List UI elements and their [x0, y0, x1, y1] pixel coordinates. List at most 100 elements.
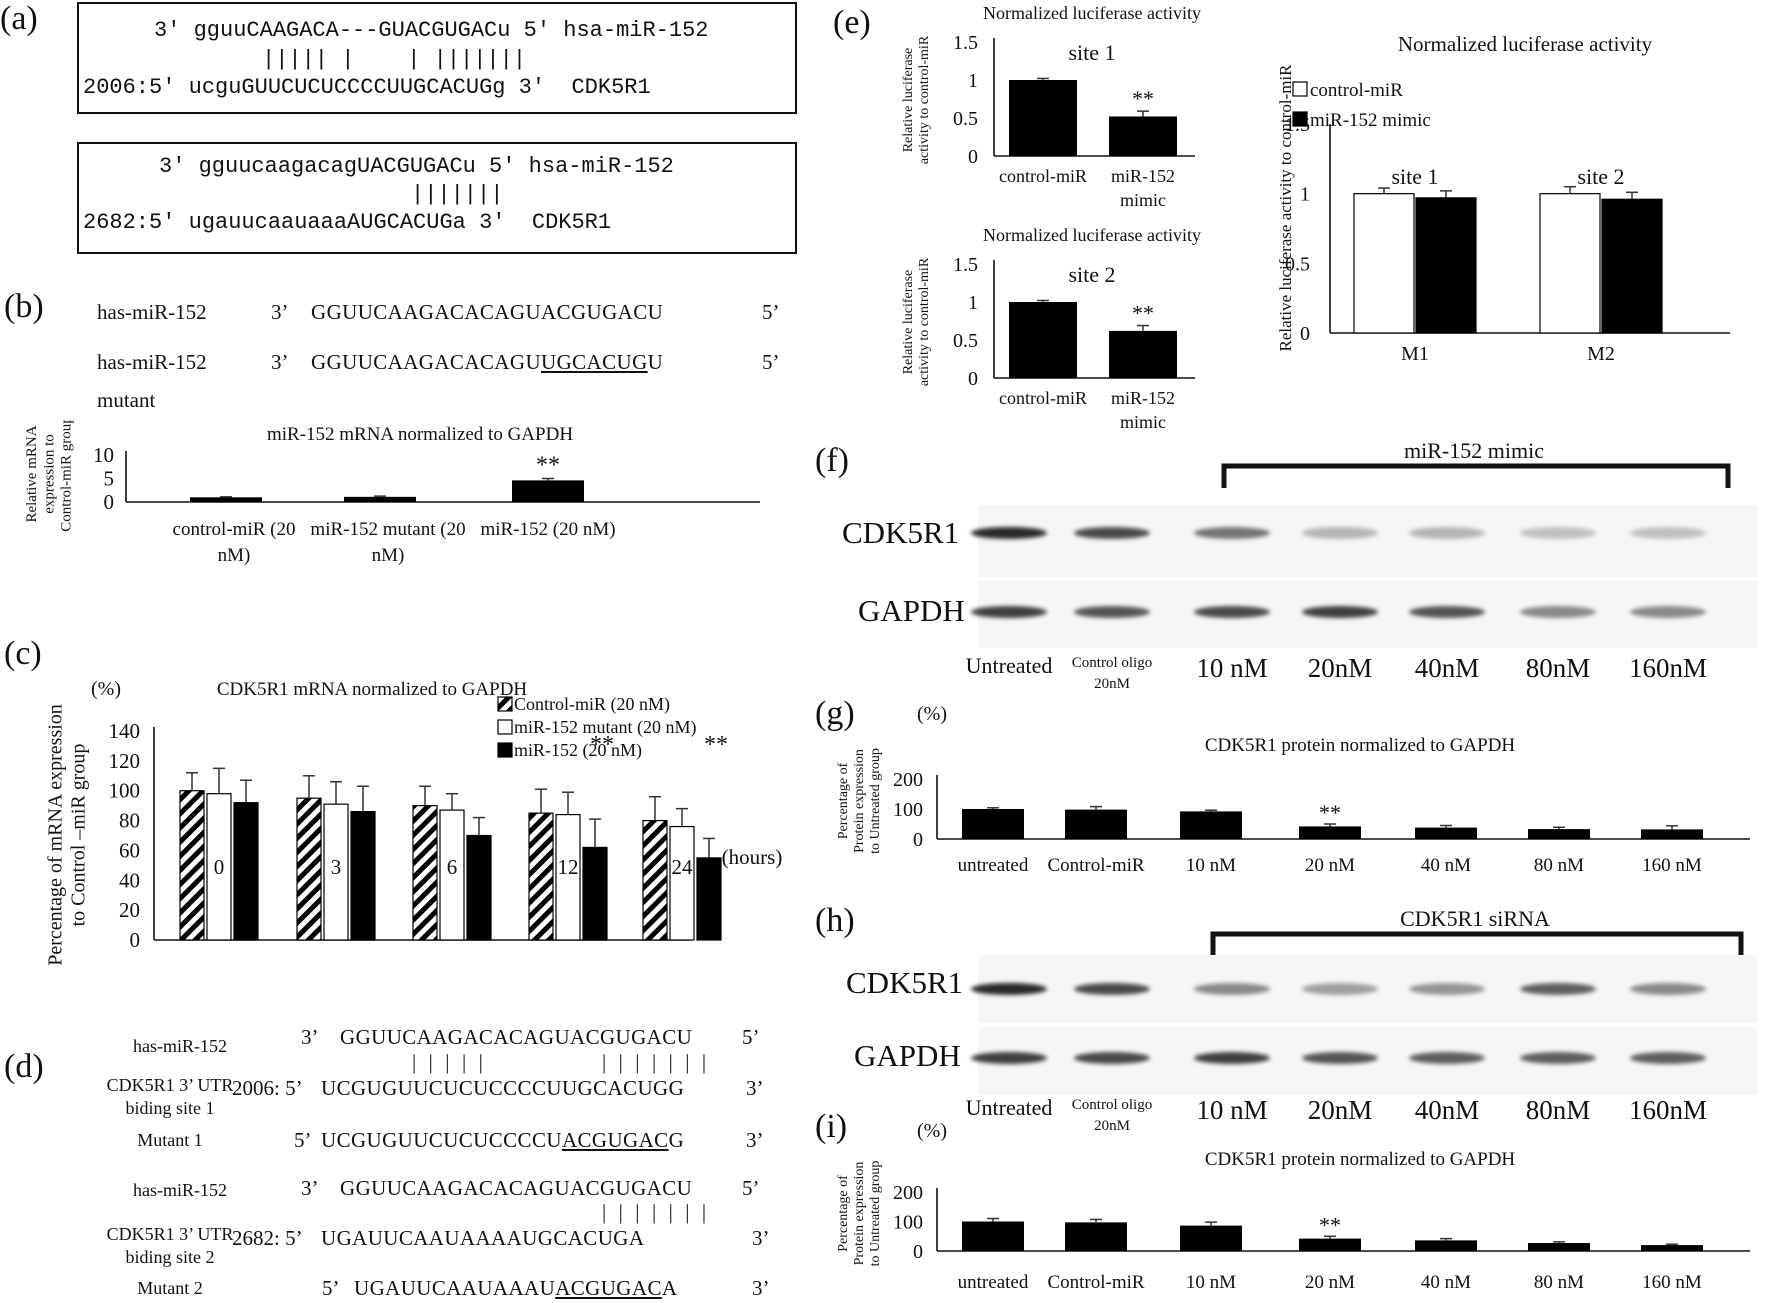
y-axis-label-line: to Control –miR group [68, 744, 90, 927]
chart-e2: Normalized luciferase activity site 2 0 0.5… [901, 225, 1201, 432]
y-axis-label-line: Relative luciferase [901, 270, 916, 375]
seq-mutant: UGAUUCAAUAAAUACGUGACA [354, 1276, 677, 1301]
x-tick-label: 80 nM [1534, 1272, 1584, 1293]
legend-label: control-miR [1310, 80, 1403, 101]
legend-swatch [497, 742, 513, 758]
y-axis-label-line: Control-miR group [59, 420, 75, 532]
chart-subtitle: site 1 [1068, 40, 1115, 65]
seq-end-3: 3’ [746, 1128, 764, 1152]
bar [439, 809, 465, 941]
x-unit-label: (hours) [722, 845, 783, 869]
blot-band-gapdh [1194, 606, 1270, 618]
y-axis-label: Percentage of Protein expression to Untrea… [836, 748, 883, 854]
y-axis-label-line: Relative mRNA [24, 425, 40, 522]
x-tick-label: nM) [218, 545, 251, 566]
bar [296, 797, 322, 941]
y-tick-label: 1 [968, 70, 978, 92]
blot-lane-label: 160nM [1628, 1095, 1707, 1125]
chart-title: Normalized luciferase activity [983, 225, 1201, 245]
legend-swatch [497, 719, 513, 735]
significance-marker: ** [704, 732, 728, 758]
blot-bracket [1221, 463, 1731, 488]
bar [1109, 116, 1177, 156]
seq-target: UCGUGUUCUCUCCCCUUGCACUGG [321, 1076, 685, 1100]
seq-mirna: GGUUCAAGACACAGUACGUGACU [311, 300, 664, 324]
blot-band-gapdh [1194, 1052, 1270, 1064]
seq-end-3: 3’ [752, 1226, 770, 1250]
seq-end-3: 3’ [752, 1276, 770, 1300]
seq-end-3: 3’ [746, 1076, 764, 1100]
blot-band-cdk5r1 [1409, 983, 1485, 995]
x-tick-label: mimic [1120, 412, 1166, 432]
significance-marker: ** [1132, 301, 1154, 326]
bar [350, 811, 376, 941]
blot-lane-sublabel: 20nM [1094, 1118, 1130, 1134]
bar [528, 812, 554, 941]
legend-label: miR-152 (20 nM) [514, 740, 642, 761]
bar [1180, 1225, 1242, 1251]
seq-part: UGAUUCAAUAAAU [354, 1276, 556, 1300]
blot-band-cdk5r1 [1194, 983, 1270, 995]
seq-end-3: 3’ [301, 1176, 319, 1200]
y-axis-label-line: Percentage of [836, 762, 851, 839]
seq-end-3: 3’ [271, 300, 289, 324]
panel-label-d: (d) [4, 1048, 44, 1085]
bar [1299, 826, 1361, 839]
y-axis-label: Percentage of Protein expression to Untrea… [836, 1161, 883, 1267]
chart-c: CDK5R1 mRNA normalized to GAPDH (%) (hours… [45, 678, 783, 966]
bar [1065, 809, 1127, 839]
y-tick-label: 100 [893, 1212, 923, 1234]
bar [669, 825, 695, 941]
panel-label-f: (f) [815, 442, 849, 479]
x-tick-label: 10 nM [1186, 855, 1236, 876]
seq-name: has-miR-152 [133, 1180, 227, 1200]
y-tick-label: 120 [109, 749, 141, 773]
blot-lane-label: 10 nM [1196, 653, 1268, 683]
significance-marker: ** [1319, 1212, 1341, 1237]
blot-row-label: GAPDH [858, 593, 965, 628]
x-tick-label: control-miR [999, 388, 1087, 408]
seq-prefix: 2682: 5’ [232, 1226, 303, 1250]
panel-label-c: (c) [4, 635, 42, 672]
blot-band-cdk5r1 [971, 527, 1047, 539]
blot-band-gapdh [971, 1052, 1047, 1064]
y-tick-label: 60 [119, 838, 140, 862]
seq-name: has-miR-152 [97, 350, 207, 374]
alignment-box-site-2: 3' gguucaagacagUACGUGACu 5' hsa-miR-152 … [77, 142, 797, 254]
chart-g: CDK5R1 protein normalized to GAPDH (%) 0 10… [836, 703, 1750, 876]
blot-lane-label: Untreated [965, 653, 1053, 678]
seq-part: G [668, 1128, 685, 1152]
blot-lane-label: Untreated [965, 1095, 1053, 1120]
bar [1601, 198, 1663, 334]
seq-part: U [647, 350, 664, 374]
bar [512, 480, 584, 502]
bar [190, 497, 262, 502]
bar [206, 793, 232, 941]
seq-mutant: UCGUGUUCUCUCCCCUACGUGACG [321, 1128, 684, 1153]
seq-end-3: 3’ [301, 1025, 319, 1049]
bar [696, 857, 722, 941]
x-tick-label: 40 nM [1421, 1272, 1471, 1293]
pairing-bars: | | | | | | | [602, 1050, 710, 1074]
bar [466, 834, 492, 941]
alignment-box-site-1: 3' gguuCAAGACA---GUACGUGACu 5' hsa-miR-1… [77, 2, 797, 114]
seq-name: CDK5R1 3’ UTR [106, 1224, 234, 1244]
y-tick-label: 0 [1300, 323, 1310, 345]
chart-title: CDK5R1 mRNA normalized to GAPDH [217, 679, 528, 700]
y-tick-label: 0 [130, 928, 141, 952]
y-axis-label: Relative luciferase activity to control-m… [901, 257, 932, 386]
x-tick-label: 160 nM [1642, 1272, 1702, 1293]
blot-band-cdk5r1 [971, 983, 1047, 995]
blot-band-gapdh [1074, 1052, 1150, 1064]
y-tick-label: 0 [913, 1241, 923, 1263]
y-axis-label: Relative mRNA expression to Control-miR gr… [24, 420, 75, 532]
blot-band-cdk5r1 [1302, 983, 1378, 995]
seq-end-5: 5’ [762, 300, 780, 324]
x-tick-label: 12 [558, 855, 579, 879]
seq-end-5: 5’ [762, 350, 780, 374]
legend-swatch [1292, 81, 1308, 97]
blot-band-gapdh [1409, 1052, 1485, 1064]
blot-band-gapdh [1409, 606, 1485, 618]
seq-part: A [661, 1276, 678, 1300]
